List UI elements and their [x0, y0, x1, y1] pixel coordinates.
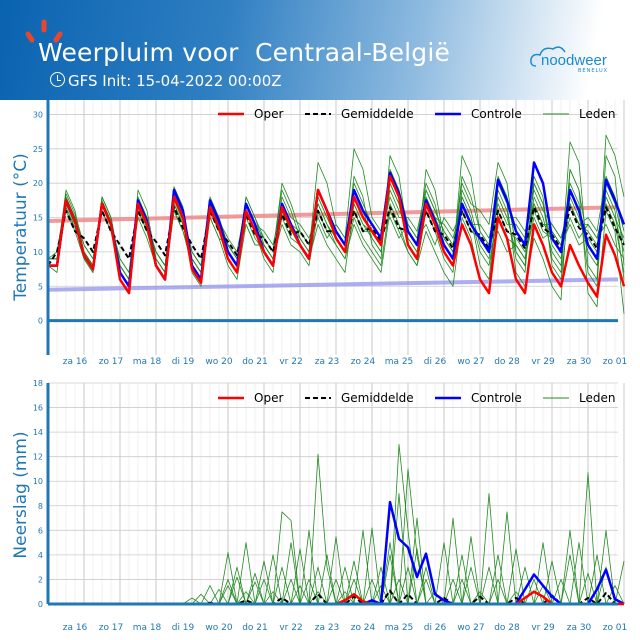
x-tick-label: do 21: [242, 357, 268, 367]
y-tick-label: 20: [33, 179, 43, 188]
y-tick-label: 4: [38, 551, 43, 560]
header-banner: Weerpluim voor Centraal-België GFS Init:…: [0, 0, 640, 100]
y-tick-label: 2: [38, 575, 43, 584]
x-tick-label: vr 29: [531, 357, 555, 367]
x-tick-label: ma 18: [133, 623, 162, 633]
x-tick-label: di 19: [172, 623, 195, 633]
legend-mean-label: Gemiddelde: [341, 391, 414, 405]
y-tick-label: 25: [33, 145, 43, 154]
y-tick-label: 18: [33, 379, 43, 388]
legend-oper-label: Oper: [254, 107, 283, 121]
x-tick-label: za 16: [63, 623, 88, 633]
legend-control: Controle: [435, 107, 522, 121]
legend-oper: Oper: [218, 391, 283, 405]
x-tick-label: do 28: [494, 357, 520, 367]
cloud-logo-icon: [530, 46, 566, 67]
y-tick-label: 14: [33, 428, 43, 437]
init-time: GFS Init: 15-04-2022 00:00Z: [68, 72, 282, 90]
x-tick-label: za 16: [63, 357, 88, 367]
clock-icon: [50, 72, 65, 87]
x-tick-label: zo 17: [99, 357, 124, 367]
x-tick-label: zo 01: [603, 623, 628, 633]
legend-oper-label: Oper: [254, 391, 283, 405]
x-tick-label: zo 01: [603, 357, 628, 367]
page-title: Weerpluim voor Centraal-België: [38, 38, 451, 67]
brand-rays-icon: [25, 19, 63, 43]
x-tick-label: wo 20: [205, 623, 232, 633]
y-axis-label: Temperatuur (°C): [11, 153, 31, 301]
control-line: [48, 161, 626, 288]
y-tick-label: 0: [38, 600, 43, 609]
legend-members: Leden: [543, 107, 615, 121]
y-tick-label: 10: [33, 477, 43, 486]
legend-mean: Gemiddelde: [305, 391, 414, 405]
logo-subtext: BENELUX: [578, 68, 609, 74]
x-tick-label: vr 22: [279, 623, 302, 633]
x-tick-label: ma 25: [385, 623, 414, 633]
x-tick-label: ma 18: [133, 357, 162, 367]
y-tick-label: 6: [38, 526, 43, 535]
normal-min-line: [47, 277, 619, 292]
x-tick-label: wo 20: [205, 357, 232, 367]
y-tick-label: 16: [33, 404, 43, 413]
legend-mean-label: Gemiddelde: [341, 107, 414, 121]
x-tick-label: vr 22: [279, 357, 302, 367]
y-tick-label: 12: [33, 453, 43, 462]
x-tick-label: zo 17: [99, 623, 124, 633]
y-tick-label: 8: [38, 502, 43, 511]
x-tick-label: za 30: [567, 623, 592, 633]
x-tick-label: zo 24: [351, 357, 376, 367]
y-tick-label: 30: [33, 110, 43, 119]
y-tick-label: 10: [33, 248, 43, 257]
x-tick-label: do 28: [494, 623, 520, 633]
legend-oper: Oper: [218, 107, 283, 121]
legend-control: Controle: [435, 391, 522, 405]
x-tick-label: di 26: [424, 623, 447, 633]
legend-control-label: Controle: [471, 107, 522, 121]
y-tick-label: 5: [38, 282, 43, 291]
y-tick-label: 0: [38, 317, 43, 326]
x-tick-label: do 21: [242, 623, 268, 633]
legend-members: Leden: [543, 391, 615, 405]
x-tick-label: za 23: [315, 357, 340, 367]
legend-mean: Gemiddelde: [305, 107, 414, 121]
oper-line: [48, 175, 626, 298]
x-tick-label: zo 24: [351, 623, 376, 633]
legend-members-label: Leden: [579, 107, 615, 121]
logo-text: noodweer: [541, 52, 607, 69]
x-tick-label: za 30: [567, 357, 592, 367]
y-axis-label: Neerslag (mm): [11, 431, 31, 558]
x-tick-label: di 26: [424, 357, 447, 367]
x-tick-label: wo 27: [457, 357, 484, 367]
x-tick-label: za 23: [315, 623, 340, 633]
x-tick-label: di 19: [172, 357, 195, 367]
y-tick-label: 15: [33, 214, 43, 223]
legend-control-label: Controle: [471, 391, 522, 405]
legend-members-label: Leden: [579, 391, 615, 405]
x-tick-label: ma 25: [385, 357, 414, 367]
x-tick-label: wo 27: [457, 623, 484, 633]
x-tick-label: vr 29: [531, 623, 555, 633]
